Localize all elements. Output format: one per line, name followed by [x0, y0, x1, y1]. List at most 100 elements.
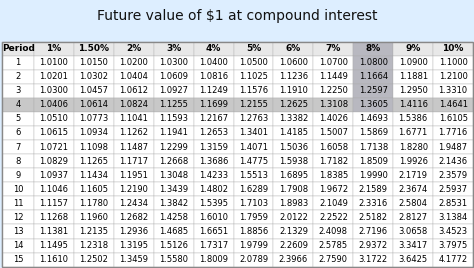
Bar	[2, 98, 34, 112]
Text: 4%: 4%	[206, 44, 221, 53]
Bar	[194, 154, 234, 168]
Text: 1.9799: 1.9799	[239, 241, 268, 250]
Text: 1.2936: 1.2936	[119, 227, 148, 236]
Text: 1.8856: 1.8856	[239, 227, 268, 236]
Text: 14: 14	[13, 241, 23, 250]
Text: 1.8385: 1.8385	[319, 171, 348, 180]
Text: 1.0400: 1.0400	[199, 58, 228, 67]
Text: 1.1664: 1.1664	[359, 72, 388, 81]
Text: 1.1000: 1.1000	[438, 58, 467, 67]
Text: 1.4026: 1.4026	[319, 114, 348, 124]
Text: 1.3842: 1.3842	[159, 199, 188, 208]
Bar	[114, 70, 154, 84]
Bar	[234, 98, 273, 112]
Bar	[353, 126, 393, 140]
Text: 2.1329: 2.1329	[279, 227, 308, 236]
Text: 1.1780: 1.1780	[79, 199, 109, 208]
Text: 1.2597: 1.2597	[359, 86, 388, 95]
Bar	[353, 168, 393, 182]
Text: 2.1719: 2.1719	[399, 171, 428, 180]
Bar	[34, 84, 74, 98]
Bar	[353, 182, 393, 196]
Text: 3.1722: 3.1722	[359, 255, 388, 264]
Text: 1.1025: 1.1025	[239, 72, 268, 81]
Bar	[2, 154, 34, 168]
Text: 1.0200: 1.0200	[119, 58, 148, 67]
Bar	[393, 140, 433, 154]
Text: 1.0615: 1.0615	[39, 128, 68, 137]
Text: 2.5182: 2.5182	[359, 213, 388, 222]
Bar	[313, 140, 353, 154]
Bar	[393, 98, 433, 112]
Text: 1.0934: 1.0934	[79, 128, 109, 137]
Bar	[433, 84, 473, 98]
Text: 1.1610: 1.1610	[39, 255, 68, 264]
Text: 2.0122: 2.0122	[279, 213, 308, 222]
Bar	[234, 112, 273, 126]
Bar	[353, 239, 393, 252]
Text: 1.2135: 1.2135	[79, 227, 109, 236]
Bar	[393, 84, 433, 98]
Text: 2.5785: 2.5785	[319, 241, 348, 250]
Bar	[273, 98, 313, 112]
Text: 1.0500: 1.0500	[239, 58, 268, 67]
Text: 1.8009: 1.8009	[199, 255, 228, 264]
Bar	[313, 182, 353, 196]
Bar	[74, 126, 114, 140]
Bar	[234, 140, 273, 154]
Bar	[273, 196, 313, 210]
Bar	[433, 56, 473, 70]
Text: 4.1772: 4.1772	[438, 255, 468, 264]
Bar	[74, 239, 114, 252]
Text: 1.7908: 1.7908	[279, 185, 308, 194]
Bar	[393, 210, 433, 225]
Bar	[154, 112, 194, 126]
Bar	[353, 70, 393, 84]
Text: 6%: 6%	[286, 44, 301, 53]
Bar	[114, 56, 154, 70]
Bar	[34, 154, 74, 168]
Bar	[273, 140, 313, 154]
Text: 2.2522: 2.2522	[319, 213, 348, 222]
Text: 1.4775: 1.4775	[239, 157, 268, 166]
Text: 1.0457: 1.0457	[79, 86, 109, 95]
Bar	[353, 42, 393, 56]
Text: 1.3159: 1.3159	[199, 143, 228, 152]
Bar	[74, 98, 114, 112]
Bar	[154, 196, 194, 210]
Text: 1.2950: 1.2950	[399, 86, 428, 95]
Text: 8%: 8%	[365, 44, 381, 53]
Text: 2.5804: 2.5804	[399, 199, 428, 208]
Text: 2.3966: 2.3966	[279, 255, 308, 264]
Bar	[273, 182, 313, 196]
Bar	[273, 70, 313, 84]
Text: 1.7103: 1.7103	[239, 199, 268, 208]
Bar	[433, 210, 473, 225]
Bar	[234, 56, 273, 70]
Bar	[2, 70, 34, 84]
Text: 1.6895: 1.6895	[279, 171, 308, 180]
Text: 2.2609: 2.2609	[279, 241, 308, 250]
Text: 1.0721: 1.0721	[39, 143, 68, 152]
Bar	[433, 98, 473, 112]
Text: 1.7959: 1.7959	[239, 213, 268, 222]
Text: 1.2155: 1.2155	[239, 100, 268, 109]
Text: 1.3382: 1.3382	[279, 114, 308, 124]
Bar	[34, 70, 74, 84]
Bar	[34, 168, 74, 182]
Text: 1.0201: 1.0201	[39, 72, 68, 81]
Bar	[194, 112, 234, 126]
Text: 1.50%: 1.50%	[78, 44, 109, 53]
Text: 1.0800: 1.0800	[359, 58, 388, 67]
Text: 1.3310: 1.3310	[438, 86, 468, 95]
Bar	[154, 84, 194, 98]
Text: 3.1384: 3.1384	[438, 213, 468, 222]
Bar	[353, 210, 393, 225]
Text: 10%: 10%	[442, 44, 464, 53]
Bar	[114, 252, 154, 267]
Text: 13: 13	[13, 227, 24, 236]
Bar	[234, 210, 273, 225]
Text: 1.1941: 1.1941	[159, 128, 188, 137]
Bar	[74, 196, 114, 210]
Bar	[2, 196, 34, 210]
